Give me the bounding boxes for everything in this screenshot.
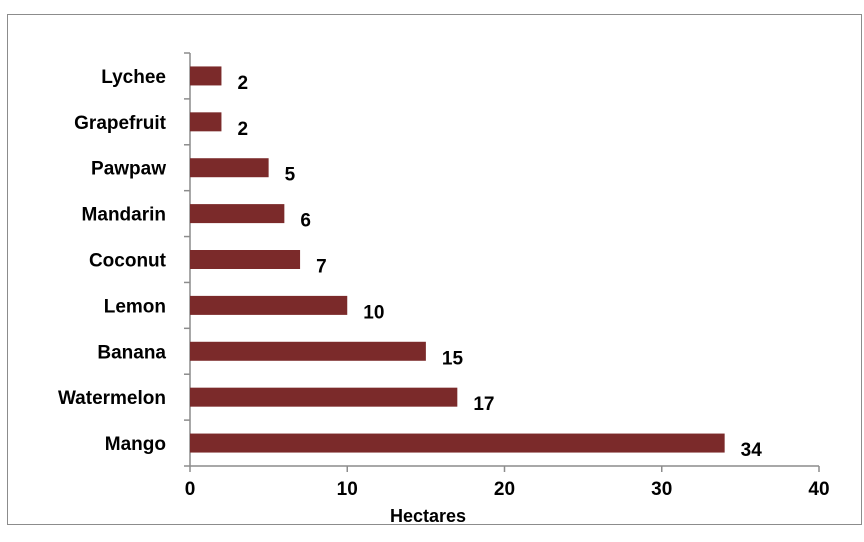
data-label: 34 (741, 440, 763, 461)
data-label: 2 (237, 119, 248, 140)
x-tick-label: 30 (651, 479, 672, 500)
x-axis-title: Hectares (390, 506, 466, 526)
chart-container: 0 10 20 30 40 Lychee 2 Grapefruit 2 Pawpaw 5 Mandar… (7, 14, 862, 526)
bar-watermelon (190, 387, 458, 407)
bar-lemon (190, 295, 348, 315)
bar-coconut (190, 250, 301, 269)
data-label: 6 (300, 211, 311, 232)
bars (190, 66, 725, 453)
labels: 0 10 20 30 40 Lychee 2 Grapefruit 2 Pawpaw 5 Mandar… (58, 67, 830, 500)
data-label: 15 (442, 348, 464, 369)
category-label: Coconut (89, 251, 167, 272)
data-label: 2 (237, 73, 248, 94)
category-label: Mandarin (82, 205, 166, 226)
bar-pawpaw (190, 158, 269, 178)
category-label: Lemon (104, 296, 166, 317)
bar-lychee (190, 66, 222, 86)
category-label: Watermelon (58, 388, 166, 409)
x-tick-label: 40 (808, 479, 829, 500)
x-tick-label: 10 (337, 479, 358, 500)
x-tick-label: 20 (494, 479, 515, 500)
bar-grapefruit (190, 112, 222, 132)
bar-chart: 0 10 20 30 40 Lychee 2 Grapefruit 2 Pawpaw 5 Mandar… (58, 52, 830, 526)
category-label: Banana (97, 342, 166, 363)
data-label: 10 (363, 302, 384, 323)
data-label: 17 (473, 394, 494, 415)
data-label: 7 (316, 257, 327, 278)
bar-mandarin (190, 204, 285, 224)
x-tick-label: 0 (185, 479, 196, 500)
bar-banana (190, 341, 426, 361)
bar-mango (190, 433, 725, 453)
data-label: 5 (285, 165, 296, 186)
category-label: Pawpaw (91, 159, 166, 180)
category-label: Mango (105, 434, 166, 455)
category-label: Grapefruit (74, 113, 167, 134)
category-label: Lychee (101, 67, 166, 88)
